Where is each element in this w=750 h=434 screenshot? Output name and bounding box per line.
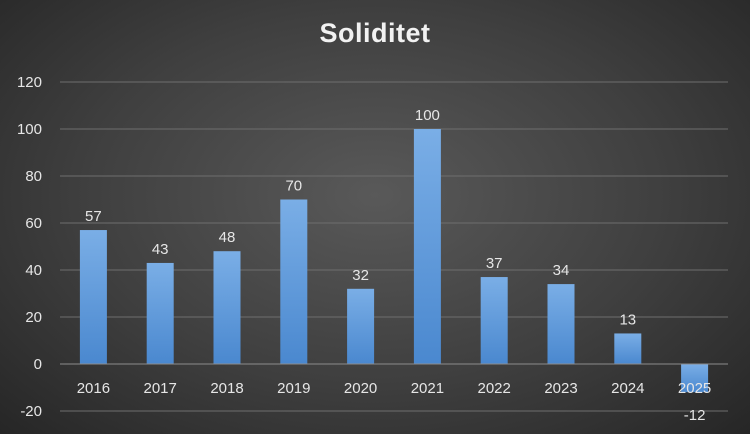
data-label: 70 [285,178,302,195]
data-label: 34 [553,262,570,279]
data-label: -12 [684,407,706,424]
labels: -20 0 20 40 60 80 100 120 57 2016 43 2017 48 2018 70 20… [17,74,711,424]
bar-2019 [280,199,308,364]
data-label: 100 [415,107,440,124]
bar-2021 [413,129,441,364]
x-tick-label: 2016 [77,380,110,397]
x-tick-label: 2019 [277,380,310,397]
x-tick-label: 2017 [144,380,177,397]
y-tick-label: 40 [25,262,42,279]
x-tick-label: 2018 [210,380,243,397]
bar-2020 [347,288,375,364]
x-tick-label: 2022 [478,380,511,397]
y-tick-label: 60 [25,215,42,232]
x-tick-label: 2024 [611,380,644,397]
bar-2024 [614,333,642,364]
bar-2023 [547,284,575,364]
data-label: 13 [619,311,636,328]
data-label: 48 [219,229,236,246]
data-label: 57 [85,208,102,225]
bar-2025 [681,364,709,393]
data-label: 43 [152,241,169,258]
x-tick-label: 2023 [544,380,577,397]
bar-2022 [480,277,508,364]
bar-2016 [79,230,107,364]
bar-2017 [146,262,174,364]
data-label: 32 [352,267,369,284]
x-tick-label: 2021 [411,380,444,397]
y-tick-label: 120 [17,74,42,91]
y-tick-label: 100 [17,121,42,138]
y-tick-label: -20 [20,403,42,420]
x-tick-label: 2020 [344,380,377,397]
data-label: 37 [486,255,503,272]
y-tick-label: 80 [25,168,42,185]
bars [79,129,709,393]
bar-2018 [213,251,241,364]
y-tick-label: 20 [25,309,42,326]
x-tick-label: 2025 [678,380,711,397]
y-tick-label: 0 [34,356,42,373]
chart-title: Soliditet [319,18,431,48]
